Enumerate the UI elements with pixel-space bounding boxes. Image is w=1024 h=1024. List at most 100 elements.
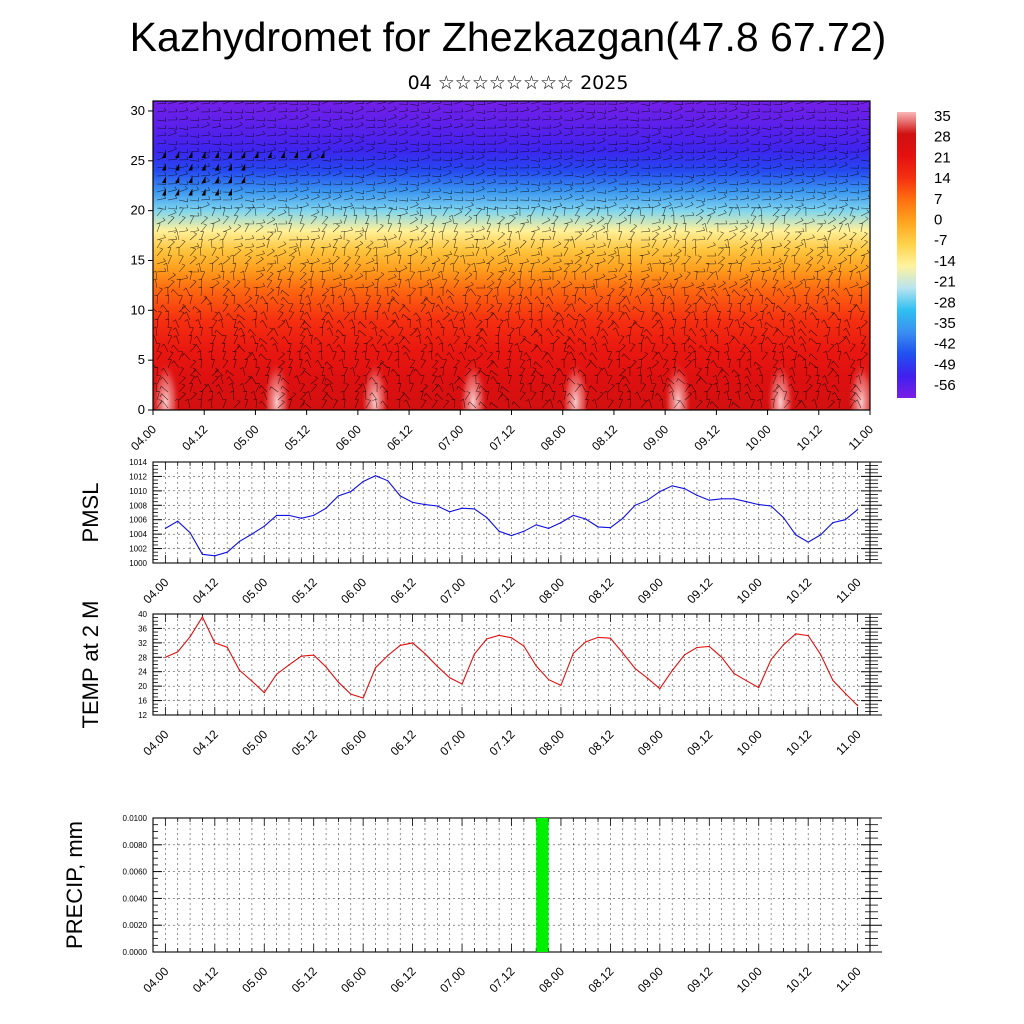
data-point [745,680,748,682]
data-point [498,634,500,636]
data-point [374,475,377,477]
x-tick-label: 09.00 [635,727,666,758]
y-tick-label: 1008 [129,501,147,510]
wind-pennant [241,176,246,183]
x-tick-label: 06.12 [384,422,415,453]
data-point [300,517,302,519]
data-point [832,679,834,682]
data-point [251,533,253,535]
grid [153,461,870,564]
data-point [313,654,315,656]
data-point [387,480,389,482]
x-tick-label: 07.12 [486,422,517,453]
y-tick-label: 0.0000 [123,948,148,957]
colorbar-label: 35 [934,108,951,125]
data-point [572,514,574,517]
x-tick-label: 06.12 [388,727,419,758]
data-point [362,480,364,483]
x-tick-label: 08.12 [585,575,616,606]
colorbar-label: -21 [934,274,956,291]
data-point [486,638,488,640]
wind-pennant [214,188,219,196]
x-tick-label: 04.12 [190,575,221,606]
x-tick-label: 08.00 [536,575,567,606]
wind-pennant [175,188,180,196]
y-tick-label: 24 [138,668,147,677]
data-point [449,511,451,513]
y-axis-label: PRECIP, mm [62,821,87,949]
data-point [214,555,216,557]
x-tick-label: 05.00 [239,727,270,758]
x-tick-label: 09.00 [635,964,666,995]
wind-pennant [280,151,285,158]
x-tick-label: 08.00 [536,964,567,995]
colorbar-label: -56 [934,377,956,394]
colorbar-label: -49 [934,356,956,373]
data-point [473,653,475,655]
x-tick-label: 08.12 [589,422,620,453]
x-tick-label: 11.00 [833,727,864,758]
data-point [820,653,822,656]
data-point [177,520,179,522]
x-tick-label: 06.00 [338,575,369,606]
data-point [857,509,859,511]
wind-pennant [254,151,259,158]
x-tick-label: 06.12 [388,575,419,606]
x-tick-label: 05.00 [230,422,261,453]
y-axis-label: PMSL [78,483,103,543]
wind-pennant [294,151,298,158]
data-point [844,519,846,521]
x-tick-label: 10.00 [734,575,765,606]
y-tick-label: 20 [138,682,147,691]
data-point [684,488,686,490]
wind-pennant [228,188,232,196]
y-tick-label: 36 [138,624,147,633]
x-tick-label: 05.12 [282,422,313,453]
x-tick-label: 04.12 [190,964,221,995]
data-point [461,507,463,509]
data-point [782,644,785,646]
y-tick-label: 16 [138,697,147,706]
x-tick-label: 06.00 [338,964,369,995]
data-point [758,504,760,506]
x-tick-label: 07.12 [486,964,517,995]
data-point [535,524,537,526]
data-point [609,637,612,639]
data-point [745,501,748,503]
surface-maximum [153,343,180,410]
x-tick-label: 09.12 [684,575,715,606]
y-tick-label: 1012 [129,472,147,481]
y-tick-label: 0.0100 [123,814,148,823]
y-tick-label: 12 [138,711,147,720]
colorbar: 35 28 21 14 7 0 -7 -14 -21 -28 -35 -42 -49 -56 [897,108,956,398]
wind-pennant [307,151,312,158]
y-tick-label: 1014 [129,458,147,467]
y-tick-label: 1000 [129,559,147,568]
x-tick-label: 05.12 [289,727,320,758]
wind-pennant [241,151,246,158]
data-point [201,616,203,618]
wind-pennant [175,163,180,171]
precip-bar [536,818,549,952]
surface-maximum [847,343,870,410]
y-tick-label: 0.0080 [123,841,148,850]
data-point [313,514,315,517]
x-tick-label: 04.00 [140,727,171,758]
data-point [449,677,451,679]
wind-pennant [162,176,166,183]
data-point [300,655,302,657]
wind-pennant [188,176,193,183]
y-tick-label: 40 [138,610,147,619]
data-point [350,491,352,493]
data-point [263,692,265,694]
data-point [696,646,698,649]
wind-pennants [162,151,325,196]
data-point [189,532,191,534]
data-point [622,517,624,519]
y-axis-label: TEMP at 2 M [78,601,103,729]
data-point [857,705,859,707]
colorbar-label: -7 [934,232,947,249]
data-point [436,665,438,667]
data-point [548,527,550,530]
